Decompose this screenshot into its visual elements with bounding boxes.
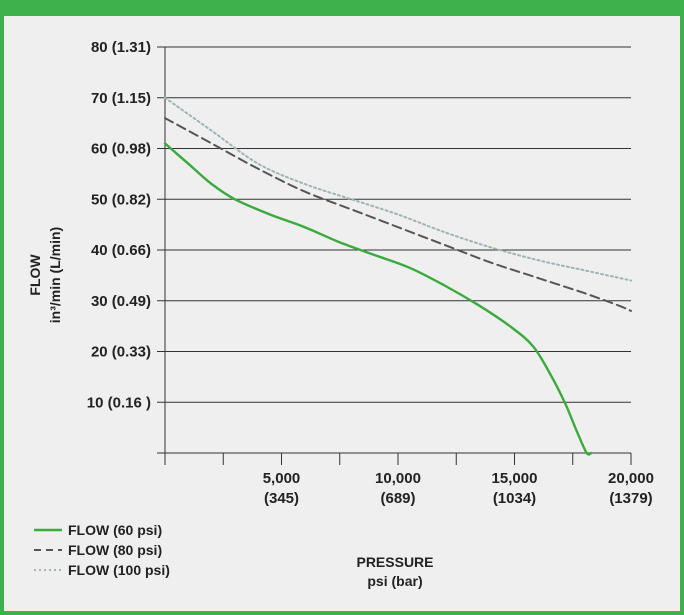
y-tick-label: 30 (0.49) xyxy=(91,293,151,310)
y-tick-label: 60 (0.98) xyxy=(91,141,151,158)
series-line-3 xyxy=(164,96,632,282)
x-tick-sublabel: (345) xyxy=(264,490,299,507)
x-tick-label: 20,000 xyxy=(608,470,654,487)
x-tick-label: 15,000 xyxy=(492,470,538,487)
x-tick-sublabel: (1379) xyxy=(609,490,652,507)
x-tick-sublabel: (689) xyxy=(380,490,415,507)
y-axis-unit: in³/min (L/min) xyxy=(47,227,63,323)
legend-label-2: FLOW (80 psi) xyxy=(68,542,162,558)
series-line-1 xyxy=(163,142,593,456)
legend-label-3: FLOW (100 psi) xyxy=(68,562,170,578)
legend-label-1: FLOW (60 psi) xyxy=(68,522,162,538)
x-tick-label: 10,000 xyxy=(375,470,421,487)
x-tick-sublabel: (1034) xyxy=(493,490,536,507)
x-axis-unit: psi (bar) xyxy=(367,573,422,589)
y-tick-label: 10 (0.16 ) xyxy=(87,394,151,411)
x-axis-ticks: 5,000 (345) 10,000 (689) 15,000 (1034) 20,000 (… xyxy=(164,453,654,507)
axes xyxy=(157,47,631,463)
y-axis-ticks: 10 (0.16 ) 20 (0.33) 30 (0.49) 40 (0.66) 50 … xyxy=(87,39,151,411)
y-tick-label: 20 (0.33) xyxy=(91,344,151,361)
x-tick-label: 5,000 xyxy=(263,470,301,487)
x-axis-title: PRESSURE xyxy=(356,554,433,570)
y-tick-label: 50 (0.82) xyxy=(91,191,151,208)
y-tick-label: 40 (0.66) xyxy=(91,242,151,259)
legend: FLOW (60 psi) FLOW (80 psi) FLOW (100 psi) xyxy=(34,522,170,578)
series-lines xyxy=(163,96,632,456)
y-tick-label: 70 (1.15) xyxy=(91,90,151,107)
y-axis-title: FLOW xyxy=(27,254,43,296)
series-line-2 xyxy=(164,117,632,312)
y-tick-label: 80 (1.31) xyxy=(91,39,151,56)
